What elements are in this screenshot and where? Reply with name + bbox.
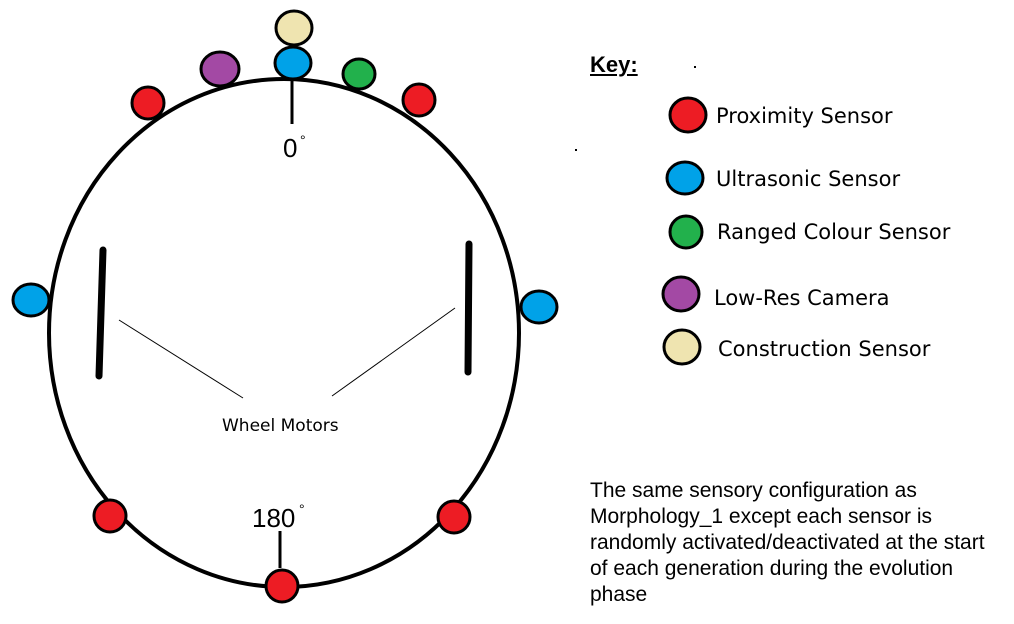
proximity-sensor-rear-left [92,498,128,534]
key-title: Key: [590,52,638,77]
proximity-sensor-front-left [130,85,166,121]
stray-dot [575,149,577,151]
angle-label-180: 180 [252,503,295,533]
camera-sensor-front [199,50,241,88]
ranged-colour-sensor-front [341,57,377,91]
right-wheel-motor [464,240,473,376]
ultrasonic-sensor-left [11,282,51,318]
key-swatch-construction [662,328,702,366]
angle-degree-0: ° [300,132,306,148]
ultrasonic-sensor-right [519,289,559,325]
wheel-pointer-left [118,319,244,399]
key-label-ultrasonic: Ultrasonic Sensor [716,167,901,191]
key-label-camera: Low-Res Camera [714,286,890,310]
key-label-proximity: Proximity Sensor [716,104,893,128]
left-wheel-motor [95,246,107,380]
key-swatch-proximity [668,96,708,134]
wheel-pointer-right [331,307,456,397]
proximity-sensor-rear [264,568,300,604]
proximity-sensor-front-right [401,82,437,118]
ultrasonic-sensor-front [273,45,313,81]
angle-label-0: 0 [283,133,297,163]
key-swatch-ranged-colour [668,214,704,250]
stray-dot [694,66,696,68]
key-swatch-ultrasonic [665,160,705,196]
key-swatch-camera [661,275,701,313]
proximity-sensor-rear-right [436,499,472,535]
key-label-ranged-colour: Ranged Colour Sensor [717,220,951,244]
key-label-construction: Construction Sensor [718,337,931,361]
angle-degree-180: ° [299,501,305,517]
description-text: The same sensory configuration as Morpho… [590,479,985,606]
construction-sensor-top [274,9,314,47]
wheel-motors-label: Wheel Motors [222,416,339,436]
